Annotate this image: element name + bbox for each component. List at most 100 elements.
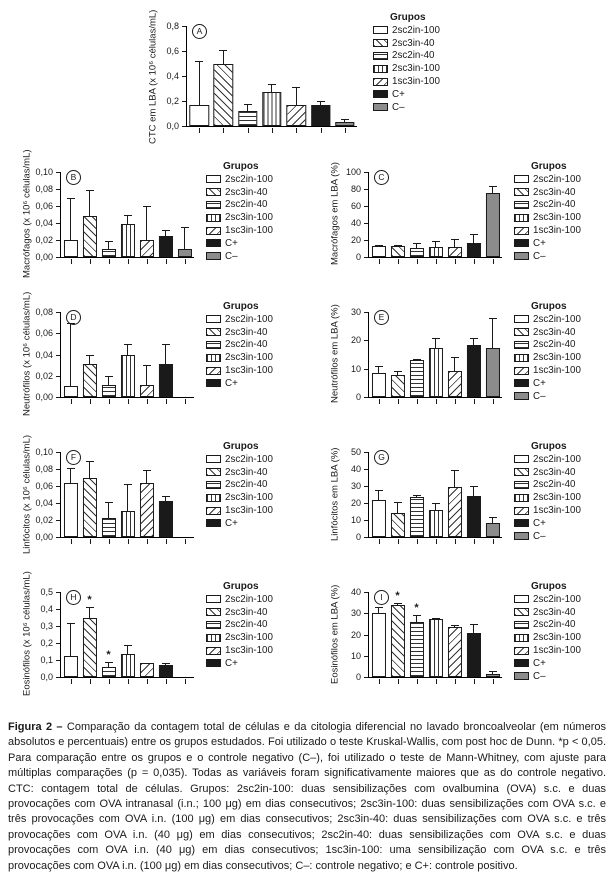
y-axis-ticks: 0,0 0,1 0,2 0,3 0,4 0,5 — [34, 587, 60, 682]
legend-item: 2sc3in-100 — [514, 631, 581, 644]
error-bar-line — [127, 215, 128, 224]
error-bar-line — [165, 229, 166, 236]
y-axis-label: Linfócitos (x 10⁶ células/mL) — [21, 434, 33, 554]
error-bar-line — [473, 486, 474, 497]
y-tick-mark — [56, 223, 60, 224]
bar-group — [137, 172, 156, 264]
error-bar-line — [165, 496, 166, 502]
y-tick-label: 0,06 — [35, 328, 53, 339]
error-bar-line — [397, 370, 398, 376]
y-tick-label: 0,2 — [40, 638, 53, 648]
y-tick-mark — [56, 206, 60, 207]
error-bar-cap — [412, 615, 421, 617]
x-tick-mark — [271, 128, 273, 133]
x-tick-mark — [146, 679, 148, 684]
x-tick-mark — [108, 399, 110, 404]
y-axis-ticks: 0 10 20 30 40 50 — [342, 447, 368, 542]
bar-group — [61, 312, 80, 404]
bar — [371, 500, 386, 537]
legend-item: 2sc3in-100 — [514, 211, 581, 224]
y-tick-mark — [364, 223, 368, 224]
x-tick-mark — [378, 399, 380, 404]
legend-swatch — [206, 659, 221, 668]
error-bar-cap — [450, 469, 459, 471]
legend-swatch — [514, 595, 529, 604]
error-bar-cap — [219, 49, 228, 51]
y-tick-label: 50 — [350, 447, 361, 457]
legend-item: 2sc2in-100 — [206, 453, 273, 466]
bar-group: * — [388, 590, 407, 684]
error-bar-cap — [450, 624, 459, 626]
bar-group — [407, 452, 426, 544]
bar-group — [464, 312, 483, 404]
y-tick-label: 0,02 — [35, 235, 53, 245]
bar — [485, 348, 500, 397]
bar — [428, 246, 443, 257]
legend-swatch — [206, 493, 221, 502]
legend-swatch — [206, 379, 221, 388]
legend-item: 1sc3in-100 — [514, 644, 581, 657]
legend-item: 2sc3in-40 — [206, 466, 273, 479]
legend-label: 1sc3in-100 — [392, 76, 440, 88]
y-tick-mark — [364, 206, 368, 207]
x-tick-mark — [70, 259, 72, 264]
error-bar-line — [320, 101, 322, 105]
legend-label: C+ — [533, 657, 546, 669]
error-bar-cap — [104, 240, 113, 242]
legend-label: 2sc3in-40 — [392, 37, 435, 49]
legend-label: C– — [225, 250, 238, 262]
error-bar-cap — [85, 189, 94, 191]
legend-swatch — [514, 493, 529, 502]
legend-label: 1sc3in-100 — [533, 645, 581, 657]
legend-swatch — [514, 366, 529, 375]
bar-group — [388, 312, 407, 404]
legend-item: 1sc3in-100 — [373, 75, 440, 88]
y-tick-mark — [182, 101, 186, 102]
x-tick-mark — [416, 679, 418, 684]
panel-letter: A — [192, 24, 207, 39]
legend-swatch — [206, 239, 221, 248]
x-tick-mark — [296, 128, 298, 133]
y-tick-label: 60 — [350, 201, 361, 211]
legend-swatch — [514, 506, 529, 515]
legend-swatch — [206, 175, 221, 184]
legend-item: 1sc3in-100 — [206, 644, 273, 657]
x-tick-mark — [184, 679, 186, 684]
legend-item: 2sc2in-100 — [206, 593, 273, 606]
bar-group — [156, 172, 175, 264]
legend-label: 2sc2in-40 — [225, 199, 268, 211]
error-bar-line — [89, 607, 90, 619]
y-tick-label: 0,08 — [35, 464, 53, 474]
y-tick-label: 40 — [350, 218, 361, 228]
y-tick-mark — [364, 397, 368, 398]
bar — [120, 354, 135, 397]
legend-swatch — [514, 480, 529, 489]
y-tick-label: 0,06 — [35, 201, 53, 211]
error-bar-line — [108, 502, 109, 519]
bar — [409, 247, 424, 257]
legend-label: 2sc2in-40 — [533, 339, 576, 351]
y-tick-mark — [56, 486, 60, 487]
y-tick-mark — [364, 312, 368, 313]
x-tick-mark — [473, 399, 475, 404]
legend-item: C– — [206, 250, 273, 263]
legend-item: 2sc3in-40 — [514, 606, 581, 619]
error-bar-cap — [316, 101, 325, 102]
legend-title: Grupos — [531, 441, 567, 452]
bar — [447, 370, 462, 397]
bar — [390, 513, 405, 537]
y-tick-mark — [56, 172, 60, 173]
legend-item: 2sc3in-40 — [206, 606, 273, 619]
legend-item: 1sc3in-100 — [514, 364, 581, 377]
legend-item: 2sc2in-40 — [514, 479, 581, 492]
error-bar-cap — [104, 661, 113, 663]
error-bar-cap — [374, 365, 383, 367]
legend-item: 2sc2in-40 — [206, 199, 273, 212]
bar-group — [308, 26, 332, 133]
bar-group — [187, 26, 211, 133]
error-bar-line — [127, 484, 128, 511]
error-bar-cap — [85, 607, 94, 609]
x-tick-mark — [108, 679, 110, 684]
panel-i: Eosinófilos em LBA (%) 0 10 20 30 40 I * * Grupos… — [308, 572, 616, 712]
x-tick-mark — [89, 679, 91, 684]
